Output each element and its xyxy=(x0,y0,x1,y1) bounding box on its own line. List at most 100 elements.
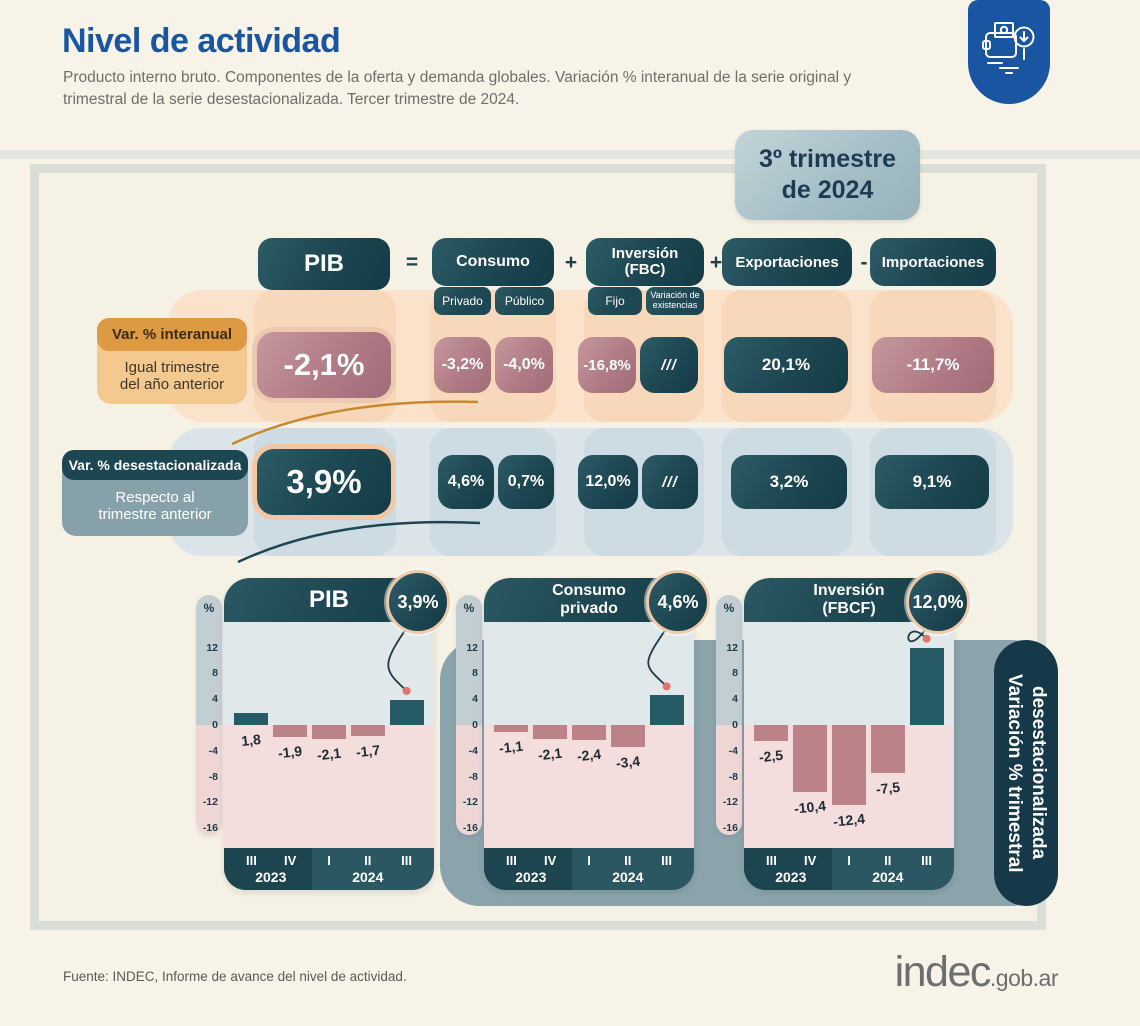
source-note: Fuente: INDEC, Informe de avance del niv… xyxy=(63,969,407,984)
y-tick-label: -8 xyxy=(208,770,218,783)
bar-value-label: -3,4 xyxy=(614,752,641,772)
y-tick-label: 12 xyxy=(726,641,738,654)
y-tick-label: -12 xyxy=(722,796,738,809)
bar-I xyxy=(832,725,866,805)
inversion-variacion-subheader: Variación de existencias xyxy=(646,287,704,315)
y-tick-label: 8 xyxy=(212,667,218,680)
bar-value-label: -2,1 xyxy=(537,744,564,763)
quarter-label: III xyxy=(401,853,413,868)
y-axis: % 12 8 4 0 -4 -8 -12 -16 xyxy=(456,595,482,835)
pib-header: PIB xyxy=(258,238,390,290)
y-tick-label: -12 xyxy=(202,796,218,809)
inversion-fijo-seasonal-value: 12,0% xyxy=(578,455,638,509)
inversion-variacion-interannual-value: /// xyxy=(640,337,698,393)
y-axis: % 12 8 4 0 -4 -8 -12 -16 xyxy=(716,595,742,835)
highlight-badge: 4,6% xyxy=(646,570,710,634)
charts-side-label-text: Variación % trimestral desestacionalizad… xyxy=(1004,673,1049,873)
operator-equals: = xyxy=(405,251,419,274)
y-tick-label: 0 xyxy=(732,719,738,731)
bar-value-label: -2,1 xyxy=(316,744,342,763)
exportaciones-interannual-value: 20,1% xyxy=(724,337,848,393)
y-tick-label: 4 xyxy=(732,693,738,706)
quarter-label: I xyxy=(587,853,591,868)
indec-logo: indec .gob.ar xyxy=(895,948,1059,997)
inversion-variacion-seasonal-value: /// xyxy=(642,455,698,509)
y-tick-label: 12 xyxy=(206,641,218,654)
page-subtitle: Producto interno bruto. Componentes de l… xyxy=(63,69,852,108)
chart-pib: % 12 8 4 0 -4 -8 -12 -16 PIB 1,8 -1,9 -2,1 -1,7 II… xyxy=(196,570,450,900)
bar-value-label: -1,9 xyxy=(277,743,304,762)
bar-III xyxy=(754,725,789,742)
y-tick-label: -8 xyxy=(728,770,738,783)
exportaciones-header: Exportaciones xyxy=(722,238,852,286)
quarter-label: III xyxy=(661,853,673,868)
operator-plus: + xyxy=(564,251,578,274)
y-tick-label: 4 xyxy=(212,693,218,706)
importaciones-seasonal-value: 9,1% xyxy=(875,455,989,509)
y-tick-label: -16 xyxy=(462,822,478,835)
inversion-fijo-subheader: Fijo xyxy=(588,287,642,315)
y-tick-label: 0 xyxy=(212,719,218,731)
importaciones-header: Importaciones xyxy=(870,238,996,286)
quarter-label: I xyxy=(327,853,331,868)
bar-II xyxy=(870,725,905,774)
indec-logo-suffix: .gob.ar xyxy=(989,965,1059,991)
bar-III xyxy=(494,725,529,733)
bar-III xyxy=(389,699,424,725)
bar-IV xyxy=(273,725,308,738)
consumo-privado-subheader: Privado xyxy=(434,287,491,315)
chart-inversion: % 12 8 4 0 -4 -8 -12 -16 Inversión (FBCF) -2,5-… xyxy=(716,570,970,900)
quarter-label: IV xyxy=(804,853,817,868)
highlight-badge: 12,0% xyxy=(906,570,970,634)
consumo-privado-interannual-value: -3,2% xyxy=(434,337,491,393)
year-label: 2023 xyxy=(775,869,807,885)
inversion-header: Inversión (FBC) xyxy=(586,238,704,286)
bar-value-label: -2,5 xyxy=(758,746,785,766)
y-tick-label: 8 xyxy=(472,667,478,680)
bar-III xyxy=(909,647,944,725)
y-tick-label: 12 xyxy=(466,641,478,654)
quarter-label: III xyxy=(245,853,257,868)
operator-minus: - xyxy=(860,251,868,274)
quarter-label: III xyxy=(765,853,777,868)
exportaciones-seasonal-value: 3,2% xyxy=(731,455,847,509)
pib-seasonal-value: 3,9% xyxy=(252,444,396,520)
y-axis-unit-label: % xyxy=(203,601,215,615)
highlight-badge: 3,9% xyxy=(386,570,450,634)
quarter-label: I xyxy=(847,853,851,868)
bar-value-label: -12,4 xyxy=(832,810,866,830)
quarter-label: II xyxy=(364,853,372,868)
year-label: 2024 xyxy=(352,869,384,885)
y-tick-label: 8 xyxy=(732,667,738,680)
consumo-publico-seasonal-value: 0,7% xyxy=(498,455,554,509)
seasonal-row-tag: Var. % desestacionalizada xyxy=(62,450,248,480)
inversion-fijo-interannual-value: -16,8% xyxy=(578,337,636,393)
y-tick-label: 4 xyxy=(472,693,478,706)
bar-I xyxy=(312,725,346,739)
page-title: Nivel de actividad xyxy=(62,22,341,60)
pib-interannual-value: -2,1% xyxy=(252,327,396,403)
bar-value-label: -1,7 xyxy=(354,741,381,761)
importaciones-interannual-value: -11,7% xyxy=(872,337,994,393)
bar-IV xyxy=(533,725,568,739)
quarter-label: III xyxy=(505,853,517,868)
y-axis-unit-label: % xyxy=(463,601,475,615)
y-axis: % 12 8 4 0 -4 -8 -12 -16 xyxy=(196,595,222,835)
quarter-label: III xyxy=(921,853,933,868)
year-label: 2024 xyxy=(872,869,904,885)
operator-plus: + xyxy=(709,251,723,274)
bar-value-label: 1,8 xyxy=(240,731,262,749)
y-tick-label: 0 xyxy=(472,719,478,731)
bar-III xyxy=(649,695,684,725)
bar-II xyxy=(610,725,645,747)
quarter-label: IV xyxy=(544,853,557,868)
bar-IV xyxy=(793,725,828,792)
quarter-label: IV xyxy=(284,853,297,868)
quarter-label: II xyxy=(624,853,632,868)
bar-value-label: -7,5 xyxy=(874,779,901,798)
chart-card: Inversión (FBCF) -2,5 -10,4 -12,4 -7,5 III I… xyxy=(744,578,954,890)
y-tick-label: -12 xyxy=(462,796,478,809)
bar-value-label: -1,1 xyxy=(498,737,525,757)
y-axis-unit-label: % xyxy=(723,601,735,615)
bar-value-label: -10,4 xyxy=(793,797,827,817)
